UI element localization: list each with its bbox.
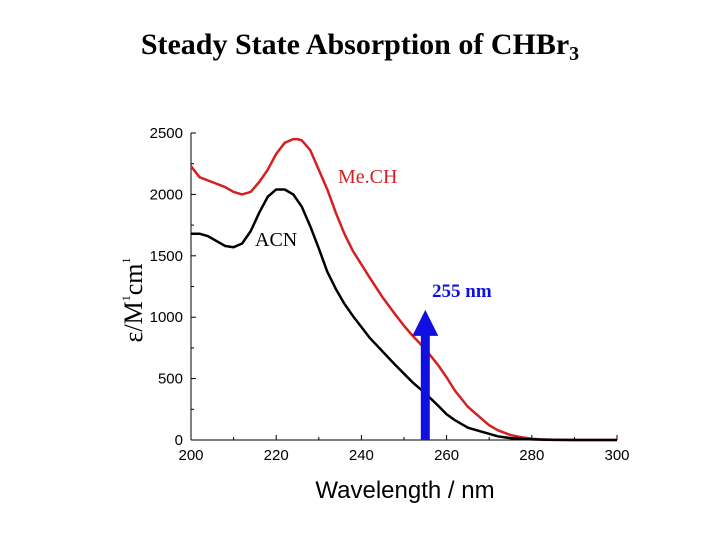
x-tick-label: 280 xyxy=(519,447,544,464)
arrow-255-head xyxy=(412,309,439,336)
series-label-acn: ACN xyxy=(255,229,297,251)
y-tick-label: 500 xyxy=(158,371,183,388)
chart-ticks: 0 500 1000 1500 2000 2500 200 220 240 260 280 300 xyxy=(150,125,630,464)
y-label-sup2: 1 xyxy=(119,257,133,263)
y-axis-label-text: ε/M1cm1 xyxy=(119,257,148,342)
chart-axes xyxy=(190,133,617,441)
y-label-slash: / xyxy=(119,324,148,332)
chart-title-subscript: 3 xyxy=(569,43,580,65)
y-tick-label: 2500 xyxy=(150,125,183,142)
series-line-mech xyxy=(190,137,617,442)
y-label-epsilon: ε xyxy=(119,332,148,343)
chart-title-main: Steady State Absorption of CHBr xyxy=(140,28,570,61)
x-axis-label: Wavelength / nm xyxy=(315,477,494,504)
x-tick-label: 260 xyxy=(434,447,459,464)
y-tick-label: 1500 xyxy=(150,248,183,265)
y-tick-label: 2000 xyxy=(150,186,183,203)
x-tick-label: 200 xyxy=(178,447,203,464)
chart-title: Steady State Absorption of CHBr3 xyxy=(0,28,720,66)
y-label-sup1: 1 xyxy=(119,295,133,301)
series-label-mech: Me.CH xyxy=(338,166,397,188)
y-tick-label: 0 xyxy=(175,432,183,449)
chart-annotations: 255 nm xyxy=(412,281,492,440)
y-axis-label: ε/M1cm1 xyxy=(119,257,148,342)
chart-series: Me.CH ACN xyxy=(190,137,617,442)
x-tick-label: 240 xyxy=(349,447,374,464)
y-label-m: M xyxy=(119,301,148,324)
annotation-255nm: 255 nm xyxy=(432,281,492,302)
x-tick-label: 220 xyxy=(264,447,289,464)
x-tick-label: 300 xyxy=(604,447,629,464)
series-line-acn xyxy=(191,188,617,442)
y-tick-label: 1000 xyxy=(150,309,183,326)
y-label-cm: cm xyxy=(119,263,148,295)
